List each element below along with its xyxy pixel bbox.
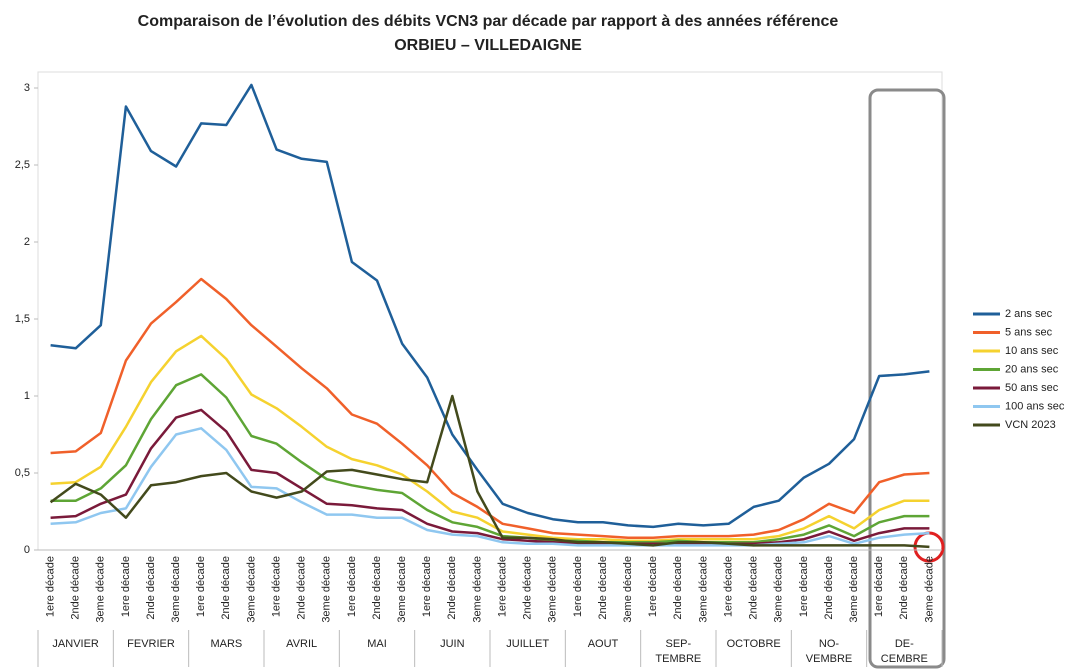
y-tick-label: 1,5 (15, 313, 30, 325)
series-line (50, 373, 930, 544)
x-tick-label: 1ere décade (798, 556, 810, 617)
x-tick-label: 3eme décade (697, 556, 709, 623)
x-tick-label: 3eme décade (396, 556, 408, 623)
group-label: JUILLET (506, 638, 549, 650)
x-tick-label: 2nde décade (748, 556, 760, 620)
chart-title: Comparaison de l’évolution des débits VC… (138, 13, 839, 30)
group-label: JANVIER (52, 638, 99, 650)
legend-label: 2 ans sec (1005, 308, 1053, 320)
x-tick-label: 2nde décade (220, 556, 232, 620)
x-tick-label: 1ere décade (496, 556, 508, 617)
y-tick-label: 1 (24, 390, 30, 402)
chart-subtitle: ORBIEU – VILLEDAIGNE (394, 37, 582, 54)
x-tick-label: 1ere décade (44, 556, 56, 617)
group-label: CEMBRE (881, 653, 928, 665)
x-tick-label: 1ere décade (195, 556, 207, 617)
legend-label: VCN 2023 (1005, 419, 1056, 431)
y-tick-label: 2,5 (15, 159, 30, 171)
x-tick-label: 3eme décade (848, 556, 860, 623)
legend-label: 100 ans sec (1005, 400, 1065, 412)
legend-label: 5 ans sec (1005, 326, 1053, 338)
series-line (50, 83, 930, 529)
x-tick-label: 3eme décade (773, 556, 785, 623)
legend: 2 ans sec 5 ans sec 10 ans sec 20 ans sec 50… (973, 308, 1065, 431)
x-tick-label: 3eme décade (622, 556, 634, 623)
x-tick-label: 3eme décade (95, 556, 107, 623)
x-tick-label: 2nde décade (70, 556, 82, 620)
x-tick-label: 2nde décade (898, 556, 910, 620)
x-tick-label: 1ere décade (120, 556, 132, 617)
y-tick-label: 2 (24, 236, 30, 248)
x-tick-label: 2nde décade (371, 556, 383, 620)
series-line (50, 334, 930, 543)
x-tick-label: 2nde décade (672, 556, 684, 620)
x-tick-label: 1ere décade (647, 556, 659, 617)
x-tick-label: 1ere décade (346, 556, 358, 617)
x-tick-label: 2nde décade (446, 556, 458, 620)
group-label: AVRIL (286, 638, 317, 650)
highlight-box (868, 88, 946, 669)
legend-label: 50 ans sec (1005, 382, 1059, 394)
legend-label: 10 ans sec (1005, 345, 1059, 357)
group-label: MARS (210, 638, 242, 650)
x-tick-label: 3eme décade (170, 556, 182, 623)
group-label: AOUT (588, 638, 619, 650)
x-tick-label: 1ere décade (722, 556, 734, 617)
group-label: VEMBRE (806, 653, 852, 665)
group-label: DE- (895, 638, 914, 650)
series-line (50, 408, 930, 546)
x-tick-label: 3eme décade (547, 556, 559, 623)
x-tick-label: 3eme décade (471, 556, 483, 623)
x-tick-label: 2nde décade (296, 556, 308, 620)
plot-frame (37, 71, 943, 551)
y-tick-label: 0 (24, 544, 30, 556)
y-tick-label: 3 (24, 82, 30, 94)
x-tick-label: 2nde décade (522, 556, 534, 620)
x-tick-label: 1ere décade (270, 556, 282, 617)
x-tick-label: 2nde décade (597, 556, 609, 620)
x-tick-label: 2nde décade (145, 556, 157, 620)
x-tick-label: 1ere décade (421, 556, 433, 617)
group-label: SEP- (665, 638, 691, 650)
series-line (50, 427, 930, 547)
x-tick-label: 3eme décade (245, 556, 257, 623)
series-line (50, 277, 930, 539)
y-tick-label: 0,5 (15, 467, 30, 479)
group-label: OCTOBRE (727, 638, 781, 650)
group-label: JUIN (440, 638, 465, 650)
x-tick-label: 3eme décade (923, 556, 935, 623)
x-tick-label: 1ere décade (572, 556, 584, 617)
series-line (49, 394, 930, 549)
group-label: TEMBRE (655, 653, 701, 665)
group-label: FEVRIER (127, 638, 175, 650)
legend-label: 20 ans sec (1005, 363, 1059, 375)
x-tick-label: 1ere décade (873, 556, 885, 617)
x-tick-label: 3eme décade (321, 556, 333, 623)
x-tick-label: 2nde décade (823, 556, 835, 620)
group-label: MAI (367, 638, 387, 650)
group-label: NO- (819, 638, 840, 650)
